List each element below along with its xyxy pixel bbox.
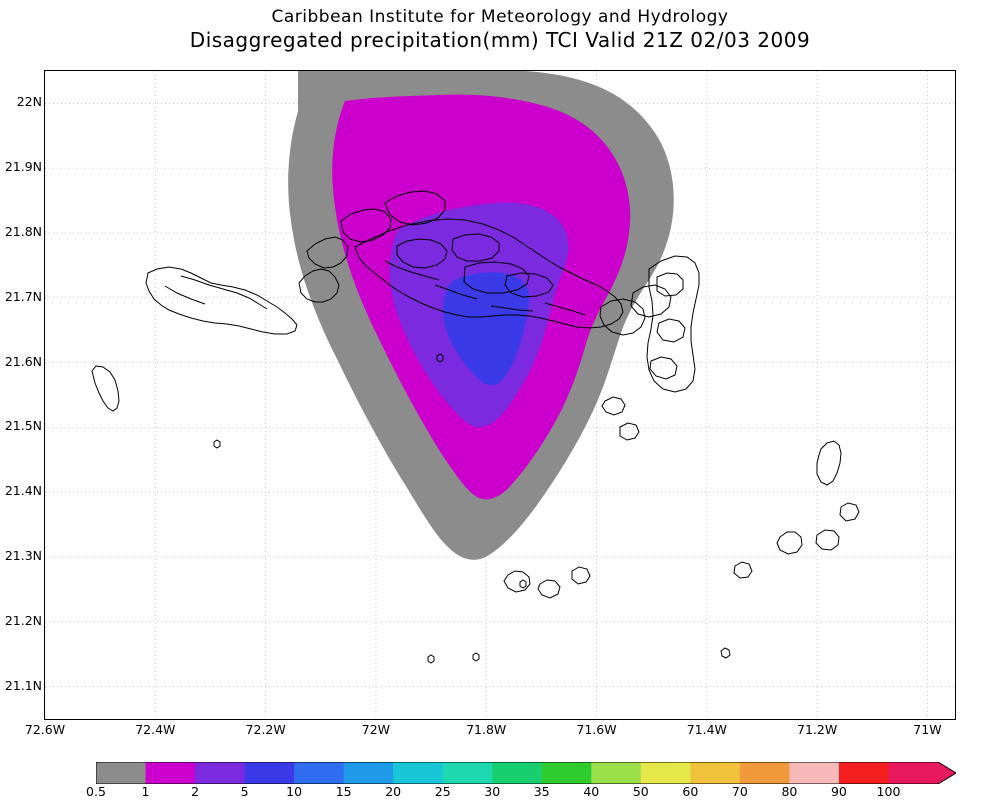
y-axis-tick-label: 21.5N bbox=[4, 418, 42, 434]
colorbar-swatch bbox=[244, 762, 295, 784]
page-title: Disaggregated precipitation(mm) TCI Vali… bbox=[189, 28, 811, 52]
colorbar-swatch bbox=[690, 762, 741, 784]
map-plot-area[interactable] bbox=[44, 70, 956, 720]
colorbar-swatch bbox=[888, 762, 939, 784]
colorbar-outline bbox=[95, 761, 957, 785]
y-axis-tick-label: 21.4N bbox=[4, 483, 42, 499]
colorbar-tick-label: 10 bbox=[286, 784, 303, 799]
colorbar-tick-labels: 0.5 1 2 5 10 15 20 25 30 35 40 50 60 70 80 90 100 bbox=[86, 784, 956, 800]
colorbar-tick-label: 40 bbox=[583, 784, 600, 799]
colorbar-swatch bbox=[393, 762, 444, 784]
colorbar-svg bbox=[95, 761, 957, 785]
colorbar-swatch bbox=[96, 762, 147, 784]
triangle-right-icon bbox=[938, 762, 956, 784]
y-axis-tick-label: 21.9N bbox=[4, 159, 42, 175]
colorbar-tick-label: 80 bbox=[781, 784, 798, 799]
colorbar-swatch bbox=[838, 762, 889, 784]
colorbar-swatch bbox=[442, 762, 493, 784]
colorbar-tick-label: 15 bbox=[335, 784, 352, 799]
x-axis-tick-label: 72.2W bbox=[245, 722, 286, 737]
colorbar-tick-label: 70 bbox=[731, 784, 748, 799]
colorbar-tick-label: 30 bbox=[484, 784, 501, 799]
x-axis-labels: 72.6W 72.4W 72.2W 72W 71.8W 71.6W 71.4W 71.2W 71… bbox=[25, 722, 956, 742]
x-axis-tick-label: 71.6W bbox=[576, 722, 617, 737]
coastlines bbox=[91, 190, 860, 664]
colorbar-swatch bbox=[640, 762, 691, 784]
colorbar-swatch bbox=[294, 762, 345, 784]
colorbar-swatch bbox=[492, 762, 543, 784]
map-svg bbox=[45, 71, 955, 719]
y-axis-tick-label: 21.3N bbox=[4, 548, 42, 563]
contour-blue bbox=[443, 272, 530, 386]
colorbar-tick-label: 50 bbox=[632, 784, 649, 799]
y-axis-tick-label: 21.6N bbox=[4, 353, 42, 369]
colorbar-tick-label: 5 bbox=[240, 784, 249, 799]
colorbar[interactable] bbox=[95, 761, 957, 785]
x-axis-tick-label: 72.4W bbox=[135, 722, 176, 737]
x-axis-tick-label: 72.6W bbox=[24, 722, 66, 737]
colorbar-tick-label: 20 bbox=[385, 784, 402, 799]
y-axis-tick-label: 21.2N bbox=[4, 612, 42, 628]
y-axis-tick-label: 22N bbox=[16, 94, 42, 110]
colorbar-swatch bbox=[739, 762, 790, 784]
colorbar-tick-label: 25 bbox=[434, 784, 451, 799]
precipitation-contours bbox=[288, 71, 674, 560]
chart-title-block: Caribbean Institute for Meteorology and … bbox=[0, 6, 1000, 52]
y-axis-tick-label: 21.7N bbox=[4, 288, 42, 304]
colorbar-tick-label: 1 bbox=[141, 784, 150, 799]
colorbar-swatch bbox=[789, 762, 840, 784]
colorbar-swatch bbox=[145, 762, 196, 784]
colorbar-swatch bbox=[195, 762, 246, 784]
colorbar-swatch bbox=[343, 762, 394, 784]
colorbar-tick-label: 2 bbox=[191, 784, 200, 799]
y-axis-tick-label: 21.1N bbox=[4, 677, 42, 693]
colorbar-swatch bbox=[541, 762, 592, 784]
x-axis-tick-label: 71.2W bbox=[797, 722, 838, 737]
x-axis-tick-label: 71W bbox=[913, 722, 942, 737]
y-axis-labels: 22N 21.9N 21.8N 21.7N 21.6N 21.5N 21.4N 21.3N 21… bbox=[0, 70, 42, 720]
colorbar-tick-label: 90 bbox=[830, 784, 847, 799]
colorbar-tick-label: 60 bbox=[682, 784, 699, 799]
colorbar-swatch bbox=[591, 762, 642, 784]
colorbar-tick-label: 100 bbox=[876, 784, 901, 799]
y-axis-tick-label: 21.8N bbox=[4, 224, 42, 239]
x-axis-tick-label: 71.4W bbox=[686, 722, 727, 737]
colorbar-tick-label: 35 bbox=[533, 784, 550, 799]
x-axis-tick-label: 72W bbox=[361, 722, 391, 737]
colorbar-tick-label: 0.5 bbox=[86, 784, 106, 799]
institute-title: Caribbean Institute for Meteorology and … bbox=[271, 7, 729, 27]
x-axis-tick-label: 71.8W bbox=[466, 722, 507, 737]
